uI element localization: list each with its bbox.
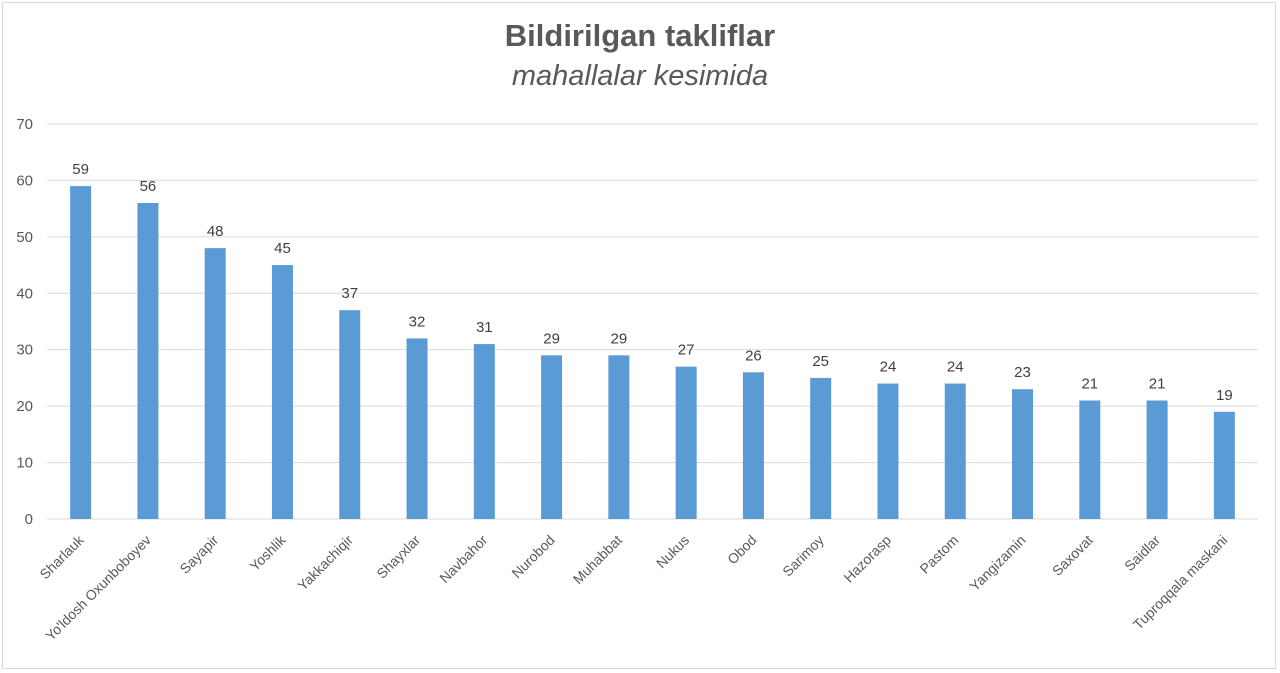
bar	[1012, 389, 1034, 519]
data-label: 21	[1081, 376, 1098, 393]
gridlines	[47, 123, 1258, 520]
data-label: 25	[812, 353, 829, 370]
data-label: 21	[1149, 376, 1166, 393]
data-label: 19	[1216, 387, 1233, 404]
data-label: 56	[140, 178, 157, 195]
data-label: 27	[678, 342, 695, 359]
bar	[137, 203, 159, 519]
x-tick-label: Navbahor	[436, 532, 490, 586]
bar	[1079, 400, 1101, 519]
y-tick-label: 40	[16, 285, 33, 302]
bar	[1213, 411, 1235, 519]
bar	[944, 383, 966, 519]
y-tick-label: 70	[16, 116, 33, 133]
data-label: 45	[274, 240, 291, 257]
data-label: 26	[745, 347, 762, 364]
data-label: 32	[409, 313, 426, 330]
x-tick-label: Yakkachiqir	[294, 532, 356, 594]
y-tick-label: 20	[16, 398, 33, 415]
bar	[810, 377, 832, 519]
bar	[877, 383, 899, 519]
data-label: 23	[1014, 364, 1031, 381]
x-tick-label: Sayapir	[176, 532, 221, 577]
y-tick-label: 0	[25, 511, 33, 528]
chart-title: Bildirilgan takliflar	[504, 18, 776, 53]
y-tick-label: 10	[16, 455, 33, 472]
x-tick-label: Nurobod	[508, 532, 557, 581]
bar	[541, 355, 563, 519]
x-tick-label: Saidlar	[1121, 532, 1163, 574]
y-tick-label: 30	[16, 342, 33, 359]
bar	[473, 344, 495, 519]
x-tick-label: Muhabbat	[570, 532, 625, 587]
x-tick-label: Yoshlik	[246, 531, 289, 574]
bars	[70, 186, 1235, 520]
y-tick-label: 50	[16, 229, 33, 246]
x-tick-label: Hazorasp	[840, 532, 894, 586]
x-tick-label: Sarimoy	[779, 532, 827, 580]
x-tick-label: Nukus	[653, 532, 692, 571]
x-tick-label: Sharlauk	[36, 531, 87, 582]
bar	[70, 186, 92, 520]
y-axis-labels: 0 10 20 30 40 50 60 70	[16, 116, 33, 528]
data-label: 24	[880, 359, 897, 376]
data-label: 48	[207, 223, 224, 240]
data-label: 29	[611, 330, 628, 347]
bar	[675, 366, 697, 519]
bar	[406, 338, 428, 519]
bar	[204, 248, 226, 519]
y-tick-label: 60	[16, 172, 33, 189]
bar	[339, 310, 361, 519]
x-tick-label: Saxovat	[1049, 532, 1096, 579]
x-tick-label: Yangizamin	[966, 532, 1028, 594]
bar	[608, 355, 630, 519]
chart-subtitle: mahallalar kesimida	[511, 60, 769, 92]
x-tick-label: Pastom	[916, 532, 961, 577]
data-label: 31	[476, 319, 493, 336]
data-label: 59	[72, 161, 89, 178]
x-tick-label: Shayxlar	[373, 532, 423, 582]
bar	[742, 372, 764, 519]
bar	[1146, 400, 1168, 519]
data-label: 37	[341, 285, 358, 302]
data-label: 24	[947, 359, 964, 376]
x-tick-label: Obod	[724, 532, 760, 568]
data-labels: 59 56 48 45 37 32 31 29 29 27 26 25 24 24 23 21 21 19	[72, 161, 1232, 404]
data-label: 29	[543, 330, 560, 347]
bar	[271, 265, 293, 519]
